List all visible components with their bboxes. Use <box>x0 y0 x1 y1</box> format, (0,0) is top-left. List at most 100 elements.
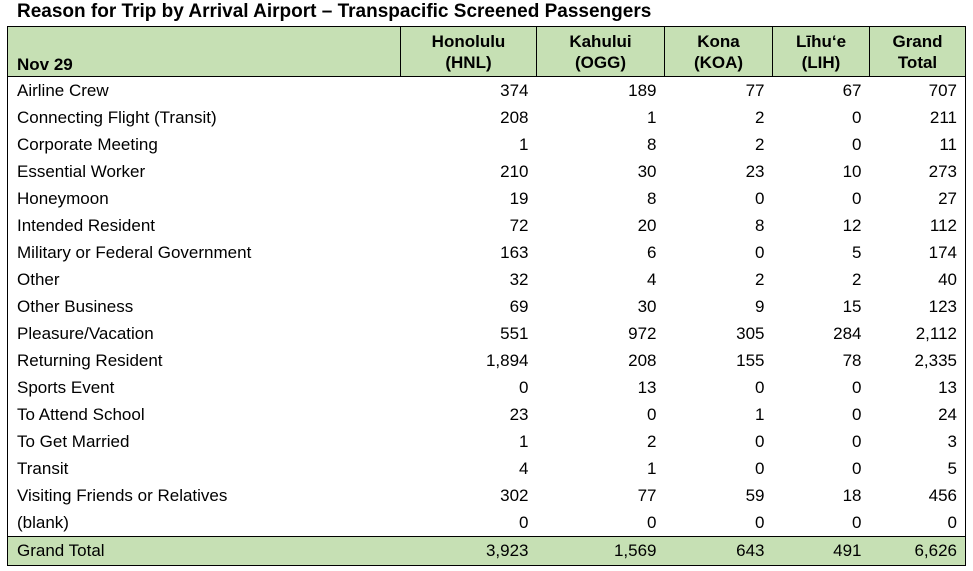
cell-kahului: 20 <box>637 216 657 235</box>
cell-kahului: 8 <box>647 189 657 208</box>
table-row: Military or Federal Government 163 6 0 5 174 <box>7 239 966 266</box>
cell-kahului: 30 <box>637 297 657 316</box>
cell-honolulu: 4 <box>519 459 529 478</box>
table-header: Nov 29 Honolulu (HNL) Kahului (OGG) Kona… <box>7 26 966 77</box>
row-label: Connecting Flight (Transit) <box>7 104 401 131</box>
cell-grand-total: 3 <box>869 428 966 455</box>
grand-total-label: Grand Total <box>7 536 401 566</box>
cell-grand-total: 456 <box>869 482 966 509</box>
cell-lihue: 0 <box>852 108 862 127</box>
page-title: Reason for Trip by Arrival Airport – Tra… <box>17 1 652 22</box>
row-label: Returning Resident <box>7 347 401 374</box>
column-header-lihue: Līhu‘e (LIH) <box>772 26 870 77</box>
cell-kahului: 4 <box>647 270 657 289</box>
cell-kona: 0 <box>755 189 765 208</box>
table-body: Airline Crew 374 189 77 67 707 Connecting Flig… <box>7 76 966 537</box>
table-row: Honeymoon 19 8 0 0 27 <box>7 185 966 212</box>
cell-kona: 0 <box>755 243 765 262</box>
cell-honolulu: 23 <box>509 405 529 424</box>
cell-honolulu: 1 <box>519 432 529 451</box>
cell-kahului: 8 <box>647 135 657 154</box>
cell-kahului: 6 <box>647 243 657 262</box>
table-row: (blank) 0 0 0 0 0 <box>7 509 966 537</box>
cell-grand-total: 112 <box>869 212 966 239</box>
row-label: Other <box>7 266 401 293</box>
cell-lihue: 0 <box>852 513 862 532</box>
grand-total-row: Grand Total 3,923 1,569 643 491 6,626 <box>7 536 966 566</box>
row-label: Sports Event <box>7 374 401 401</box>
table-row: Visiting Friends or Relatives 302 77 59 18 45… <box>7 482 966 509</box>
cell-grand-total: 174 <box>869 239 966 266</box>
row-label: Essential Worker <box>7 158 401 185</box>
column-header-line1: Kona <box>697 31 740 51</box>
cell-grand-total: 2,112 <box>869 320 966 347</box>
row-label: Pleasure/Vacation <box>7 320 401 347</box>
cell-kahului: 77 <box>637 486 657 505</box>
cell-lihue: 15 <box>842 297 862 316</box>
table-row: Transit 4 1 0 0 5 <box>7 455 966 482</box>
cell-kona: 155 <box>736 351 765 370</box>
cell-honolulu: 19 <box>509 189 529 208</box>
grand-total-kahului: 1,569 <box>536 536 665 566</box>
row-label: Military or Federal Government <box>7 239 401 266</box>
row-label: Other Business <box>7 293 401 320</box>
cell-kona: 9 <box>755 297 765 316</box>
column-header-line1: Honolulu <box>431 31 506 51</box>
cell-kona: 305 <box>736 324 765 343</box>
cell-grand-total: 40 <box>869 266 966 293</box>
row-label: Airline Crew <box>7 76 401 104</box>
cell-grand-total: 24 <box>869 401 966 428</box>
cell-lihue: 10 <box>842 162 862 181</box>
cell-grand-total: 5 <box>869 455 966 482</box>
cell-lihue: 0 <box>852 459 862 478</box>
cell-kona: 59 <box>745 486 765 505</box>
table-row: Pleasure/Vacation 551 972 305 284 2,112 <box>7 320 966 347</box>
row-label: Visiting Friends or Relatives <box>7 482 401 509</box>
cell-grand-total: 123 <box>869 293 966 320</box>
cell-grand-total: 273 <box>869 158 966 185</box>
cell-grand-total: 211 <box>869 104 966 131</box>
reason-for-trip-table: Nov 29 Honolulu (HNL) Kahului (OGG) Kona… <box>7 26 966 566</box>
cell-kahului: 972 <box>628 324 657 343</box>
cell-honolulu: 0 <box>519 378 529 397</box>
cell-grand-total: 707 <box>869 76 966 104</box>
column-header-line1: Kahului <box>569 31 632 51</box>
table-row: To Attend School 23 0 1 0 24 <box>7 401 966 428</box>
cell-lihue: 0 <box>852 135 862 154</box>
cell-kona: 1 <box>755 405 765 424</box>
date-header: Nov 29 <box>7 26 401 77</box>
cell-kona: 0 <box>755 513 765 532</box>
table-row: Corporate Meeting 1 8 2 0 11 <box>7 131 966 158</box>
cell-kahului: 1 <box>647 108 657 127</box>
column-header-kahului: Kahului (OGG) <box>536 26 665 77</box>
cell-honolulu: 163 <box>500 243 529 262</box>
cell-kona: 77 <box>745 81 765 100</box>
cell-kahului: 0 <box>647 405 657 424</box>
column-header-kona: Kona (KOA) <box>664 26 773 77</box>
table-footer: Grand Total 3,923 1,569 643 491 6,626 <box>7 536 966 566</box>
cell-kahului: 189 <box>628 81 657 100</box>
cell-honolulu: 302 <box>500 486 529 505</box>
cell-kona: 0 <box>755 378 765 397</box>
cell-kona: 0 <box>755 432 765 451</box>
cell-kona: 8 <box>755 216 765 235</box>
table-row: Airline Crew 374 189 77 67 707 <box>7 76 966 104</box>
cell-kahului: 1 <box>647 459 657 478</box>
cell-lihue: 18 <box>842 486 862 505</box>
cell-grand-total: 2,335 <box>869 347 966 374</box>
column-header-line1: Grand <box>892 31 943 51</box>
column-header-line2: (KOA) <box>693 52 744 72</box>
row-label: To Get Married <box>7 428 401 455</box>
cell-lihue: 78 <box>842 351 862 370</box>
cell-grand-total: 11 <box>869 131 966 158</box>
cell-honolulu: 1,894 <box>485 351 529 370</box>
table-row: Connecting Flight (Transit) 208 1 2 0 211 <box>7 104 966 131</box>
grand-total-all: 6,626 <box>869 536 966 566</box>
cell-kona: 0 <box>755 459 765 478</box>
cell-lihue: 284 <box>833 324 862 343</box>
cell-honolulu: 72 <box>509 216 529 235</box>
grand-total-lihue: 491 <box>772 536 870 566</box>
cell-kona: 23 <box>745 162 765 181</box>
cell-honolulu: 374 <box>500 81 529 100</box>
row-label: To Attend School <box>7 401 401 428</box>
